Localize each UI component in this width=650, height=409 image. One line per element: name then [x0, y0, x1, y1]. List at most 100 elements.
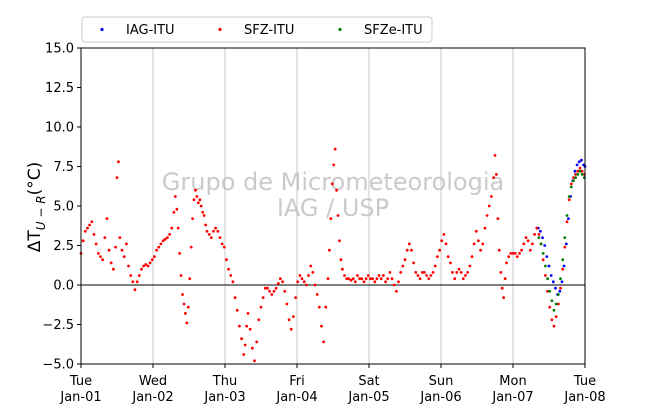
data-point [442, 233, 446, 236]
data-point [198, 198, 202, 202]
data-point [545, 255, 549, 258]
data-point [550, 299, 554, 303]
data-point [464, 274, 467, 277]
data-point [274, 286, 278, 290]
data-point [451, 271, 454, 274]
data-point [279, 277, 282, 281]
data-point [276, 282, 280, 285]
legend-marker-IAG-ITU [100, 27, 104, 32]
data-point [92, 233, 96, 236]
data-point [453, 277, 457, 281]
data-point [115, 176, 119, 180]
data-point [347, 277, 351, 281]
data-point [300, 277, 304, 281]
data-point [493, 154, 497, 157]
data-point [88, 223, 91, 227]
data-point [157, 245, 161, 249]
data-point [166, 236, 169, 240]
data-point [567, 198, 571, 202]
data-point [513, 252, 517, 255]
data-point [137, 274, 141, 277]
series-SFZ-ITU [79, 147, 586, 363]
data-point [490, 195, 493, 198]
data-point [548, 289, 552, 293]
x-tick-label-day: Mon [499, 374, 526, 389]
data-point [311, 271, 315, 274]
data-point [322, 340, 325, 344]
data-point [94, 242, 98, 246]
data-point [181, 293, 184, 296]
data-point [360, 277, 364, 281]
data-point [558, 289, 562, 293]
data-point [535, 226, 539, 230]
y-tick-label: 0.0 [53, 279, 74, 294]
data-point [390, 277, 394, 281]
data-point [253, 359, 256, 363]
data-point [133, 288, 137, 292]
data-point [168, 233, 172, 236]
data-point [197, 201, 200, 205]
data-point [414, 271, 418, 274]
data-point [576, 173, 580, 176]
data-point [388, 271, 392, 274]
data-point [125, 242, 128, 246]
data-point [552, 308, 556, 312]
data-point [207, 233, 211, 236]
data-point [216, 229, 220, 233]
data-point [427, 277, 431, 281]
data-point [440, 239, 444, 243]
data-point [117, 160, 120, 164]
x-tick-label-date: Jan-04 [275, 390, 317, 405]
data-point [541, 258, 545, 262]
x-tick-label-day: Tue [573, 374, 596, 389]
data-point [336, 214, 340, 217]
data-point [557, 293, 560, 296]
data-point [382, 274, 385, 277]
x-tick-label-date: Jan-07 [491, 390, 533, 405]
watermark: Grupo de Micrometeorologia IAG / USP [162, 168, 504, 222]
data-point [509, 252, 513, 255]
data-point [127, 264, 130, 268]
watermark-line-2: IAG / USP [277, 194, 389, 222]
data-point [366, 274, 370, 277]
data-point [560, 280, 564, 284]
data-point [505, 261, 508, 265]
data-point [481, 242, 485, 246]
x-tick-label-day: Tue [69, 374, 92, 389]
data-point [561, 267, 565, 271]
data-point [524, 236, 528, 240]
data-point [146, 264, 150, 268]
x-tick-label-date: Jan-08 [563, 390, 605, 405]
data-point [212, 229, 215, 233]
data-point [548, 305, 552, 309]
data-point [188, 277, 192, 281]
data-point [552, 324, 556, 328]
data-point [554, 286, 557, 290]
data-point [557, 302, 560, 306]
x-tick-label-day: Sat [358, 374, 379, 389]
y-tick-label: 2.5 [53, 239, 74, 254]
data-point [356, 274, 359, 277]
data-point [307, 274, 310, 277]
data-point [436, 255, 439, 258]
data-point [135, 280, 139, 284]
data-point [502, 296, 505, 299]
data-point [218, 236, 222, 240]
data-point [407, 242, 411, 246]
data-point [541, 236, 544, 240]
data-point [563, 236, 567, 240]
data-point [315, 293, 319, 296]
data-point [179, 274, 183, 277]
data-point [298, 274, 302, 277]
data-point [263, 286, 267, 290]
data-point [526, 239, 530, 243]
data-point [573, 169, 577, 173]
data-point [245, 324, 249, 328]
data-point [528, 248, 532, 252]
y-tick-label: 10.0 [45, 121, 74, 136]
data-point [468, 264, 472, 268]
x-axis: TueJan-01WedJan-02ThuJan-03FriJan-04SatJ… [59, 364, 606, 405]
data-point [520, 248, 523, 252]
legend-marker-SFZ-ITU [218, 27, 222, 32]
data-point [466, 271, 469, 274]
